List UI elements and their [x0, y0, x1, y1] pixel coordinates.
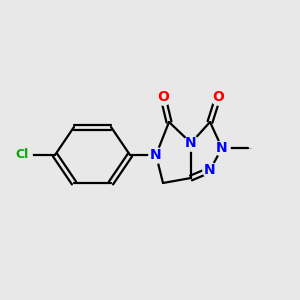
- Text: N: N: [204, 163, 216, 177]
- Text: N: N: [150, 148, 162, 162]
- Text: methyl: methyl: [248, 147, 253, 148]
- Text: O: O: [212, 90, 224, 104]
- Text: Cl: Cl: [15, 148, 28, 161]
- Text: N: N: [216, 141, 228, 155]
- Text: N: N: [185, 136, 197, 150]
- Text: O: O: [157, 90, 169, 104]
